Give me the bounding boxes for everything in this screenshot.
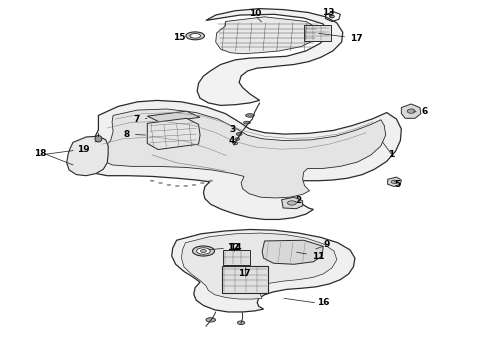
Polygon shape bbox=[388, 177, 401, 186]
Ellipse shape bbox=[233, 142, 238, 145]
Ellipse shape bbox=[288, 201, 296, 205]
Ellipse shape bbox=[245, 114, 254, 117]
Ellipse shape bbox=[200, 182, 204, 184]
Polygon shape bbox=[216, 17, 321, 54]
Text: 2: 2 bbox=[295, 196, 302, 205]
Polygon shape bbox=[401, 104, 421, 118]
Text: 14: 14 bbox=[209, 243, 242, 252]
Polygon shape bbox=[262, 240, 323, 264]
Ellipse shape bbox=[407, 109, 415, 113]
Ellipse shape bbox=[186, 32, 204, 40]
Text: 9: 9 bbox=[324, 240, 330, 249]
Text: 11: 11 bbox=[296, 252, 324, 261]
Ellipse shape bbox=[238, 321, 245, 324]
Polygon shape bbox=[83, 100, 401, 220]
Ellipse shape bbox=[209, 180, 213, 181]
Ellipse shape bbox=[192, 184, 196, 186]
Ellipse shape bbox=[167, 184, 171, 186]
Polygon shape bbox=[147, 118, 200, 149]
Polygon shape bbox=[67, 136, 108, 176]
Polygon shape bbox=[181, 233, 337, 299]
Text: 5: 5 bbox=[394, 180, 400, 189]
Ellipse shape bbox=[150, 180, 154, 181]
Ellipse shape bbox=[236, 133, 242, 135]
Ellipse shape bbox=[244, 121, 250, 124]
Text: 6: 6 bbox=[414, 107, 428, 116]
Text: 10: 10 bbox=[248, 9, 261, 18]
Text: 17: 17 bbox=[238, 269, 251, 278]
Ellipse shape bbox=[175, 185, 179, 187]
Text: 15: 15 bbox=[173, 33, 191, 42]
Text: 18: 18 bbox=[34, 149, 47, 158]
Text: 8: 8 bbox=[123, 130, 146, 139]
Text: 12: 12 bbox=[227, 243, 240, 252]
Polygon shape bbox=[172, 229, 355, 312]
Polygon shape bbox=[282, 197, 303, 209]
Text: 3: 3 bbox=[230, 125, 239, 134]
Text: 1: 1 bbox=[389, 150, 395, 159]
Ellipse shape bbox=[196, 248, 210, 254]
Text: 16: 16 bbox=[317, 298, 329, 307]
Ellipse shape bbox=[391, 180, 398, 183]
Text: 7: 7 bbox=[133, 114, 147, 123]
Polygon shape bbox=[197, 9, 343, 105]
Bar bbox=[221, 266, 268, 293]
Ellipse shape bbox=[235, 138, 240, 140]
Ellipse shape bbox=[193, 246, 215, 256]
Ellipse shape bbox=[206, 318, 216, 322]
Bar bbox=[304, 25, 331, 41]
Text: 4: 4 bbox=[228, 136, 236, 145]
Text: 13: 13 bbox=[322, 8, 334, 17]
Ellipse shape bbox=[95, 135, 102, 142]
Ellipse shape bbox=[200, 249, 206, 252]
Text: 19: 19 bbox=[77, 141, 96, 154]
Polygon shape bbox=[147, 111, 200, 123]
Polygon shape bbox=[100, 109, 386, 198]
Bar bbox=[223, 250, 250, 265]
Ellipse shape bbox=[330, 15, 334, 18]
Text: 17: 17 bbox=[318, 33, 363, 43]
Ellipse shape bbox=[190, 33, 200, 38]
Ellipse shape bbox=[159, 182, 163, 184]
Ellipse shape bbox=[184, 185, 188, 187]
